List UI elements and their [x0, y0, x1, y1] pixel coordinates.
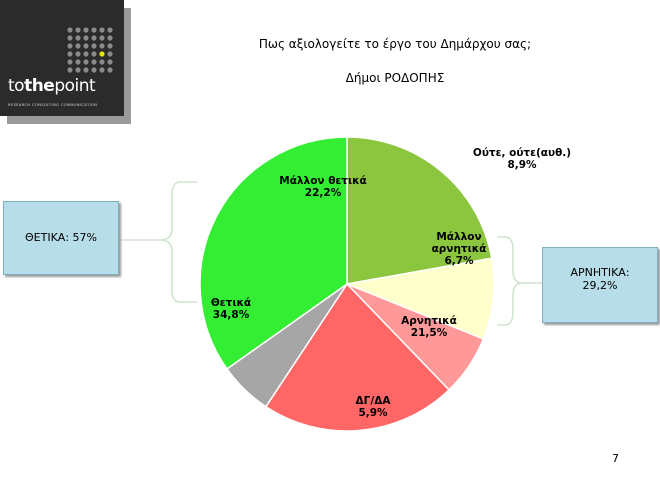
negative-total-value: 29,2% [582, 279, 618, 292]
logo-dot [83, 27, 89, 33]
logo-dot [91, 35, 97, 41]
logo-dot [83, 43, 89, 49]
logo-dot-grid-icon [67, 27, 113, 73]
logo-dot [75, 59, 81, 65]
logo-dot [75, 27, 81, 33]
logo-dot [107, 67, 113, 73]
slice-label: Ούτε, ούτε(αυθ.) [473, 147, 571, 159]
slice-value-label: 22,2% [305, 187, 342, 199]
logo-dot [99, 27, 105, 33]
logo-dot [107, 59, 113, 65]
slice-value-label: 8,9% [507, 159, 537, 171]
logo-dot [75, 43, 81, 49]
negative-brace [497, 236, 542, 326]
logo-dot [91, 51, 97, 57]
slice-label: Μάλλον αρνητικά [432, 231, 487, 255]
logo-dot [91, 27, 97, 33]
chart-title: Πως αξιολογείτε το έργο του Δημάρχου σας… [258, 37, 532, 51]
logo-dot [75, 67, 81, 73]
slice-label: Μάλλον θετικά [279, 175, 367, 187]
slice-label: Θετικά [211, 297, 251, 309]
slice-label: Αρνητικά [401, 315, 457, 327]
logo-dot [83, 59, 89, 65]
chart-subtitle: Δήμοι ΡΟΔΟΠΗΣ [345, 71, 445, 85]
logo-dot [91, 67, 97, 73]
logo-wordmark: tothepoint [8, 76, 96, 96]
page-number: 7 [612, 452, 619, 465]
logo-dot [99, 59, 105, 65]
logo-dot [91, 59, 97, 65]
positive-brace [117, 181, 197, 303]
logo-dot [67, 59, 73, 65]
positive-total-callout: ΘΕΤΙΚΑ: 57% [3, 201, 119, 275]
logo-dot [107, 35, 113, 41]
slice-label: ΔΓ/ΔΑ [356, 395, 392, 407]
logo-dot [67, 35, 73, 41]
logo-dot [99, 35, 105, 41]
pie-slice [264, 282, 451, 432]
pie-slice [199, 136, 348, 370]
logo-dot [99, 43, 105, 49]
logo-dot [75, 35, 81, 41]
logo-dot [67, 43, 73, 49]
slice-value-label: 21,5% [411, 327, 448, 339]
logo-dot [107, 27, 113, 33]
logo-dot [107, 51, 113, 57]
pie-slice [346, 136, 493, 285]
logo-dot [83, 67, 89, 73]
logo-dot [67, 27, 73, 33]
logo-dot [83, 51, 89, 57]
slice-value-label: 6,7% [444, 255, 474, 267]
logo-dot [75, 51, 81, 57]
logo-dot [67, 51, 73, 57]
negative-total-label: ΑΡΝΗΤΙΚΑ: [570, 266, 630, 279]
logo: tothepoint RESEARCH CONSULTING COMMUNICA… [0, 0, 124, 116]
logo-dot-highlight [99, 51, 105, 57]
logo-dot [91, 43, 97, 49]
slice-value-label: 34,8% [213, 309, 250, 321]
callout-braces [117, 181, 542, 326]
pie-slice [344, 257, 495, 340]
logo-dot [83, 35, 89, 41]
slice-value-label: 5,9% [358, 407, 388, 419]
logo-dot [107, 43, 113, 49]
logo-dot [67, 67, 73, 73]
logo-tagline: RESEARCH CONSULTING COMMUNICATION [8, 103, 98, 107]
negative-total-callout: ΑΡΝΗΤΙΚΑ: 29,2% [542, 247, 658, 323]
logo-dot [99, 67, 105, 73]
